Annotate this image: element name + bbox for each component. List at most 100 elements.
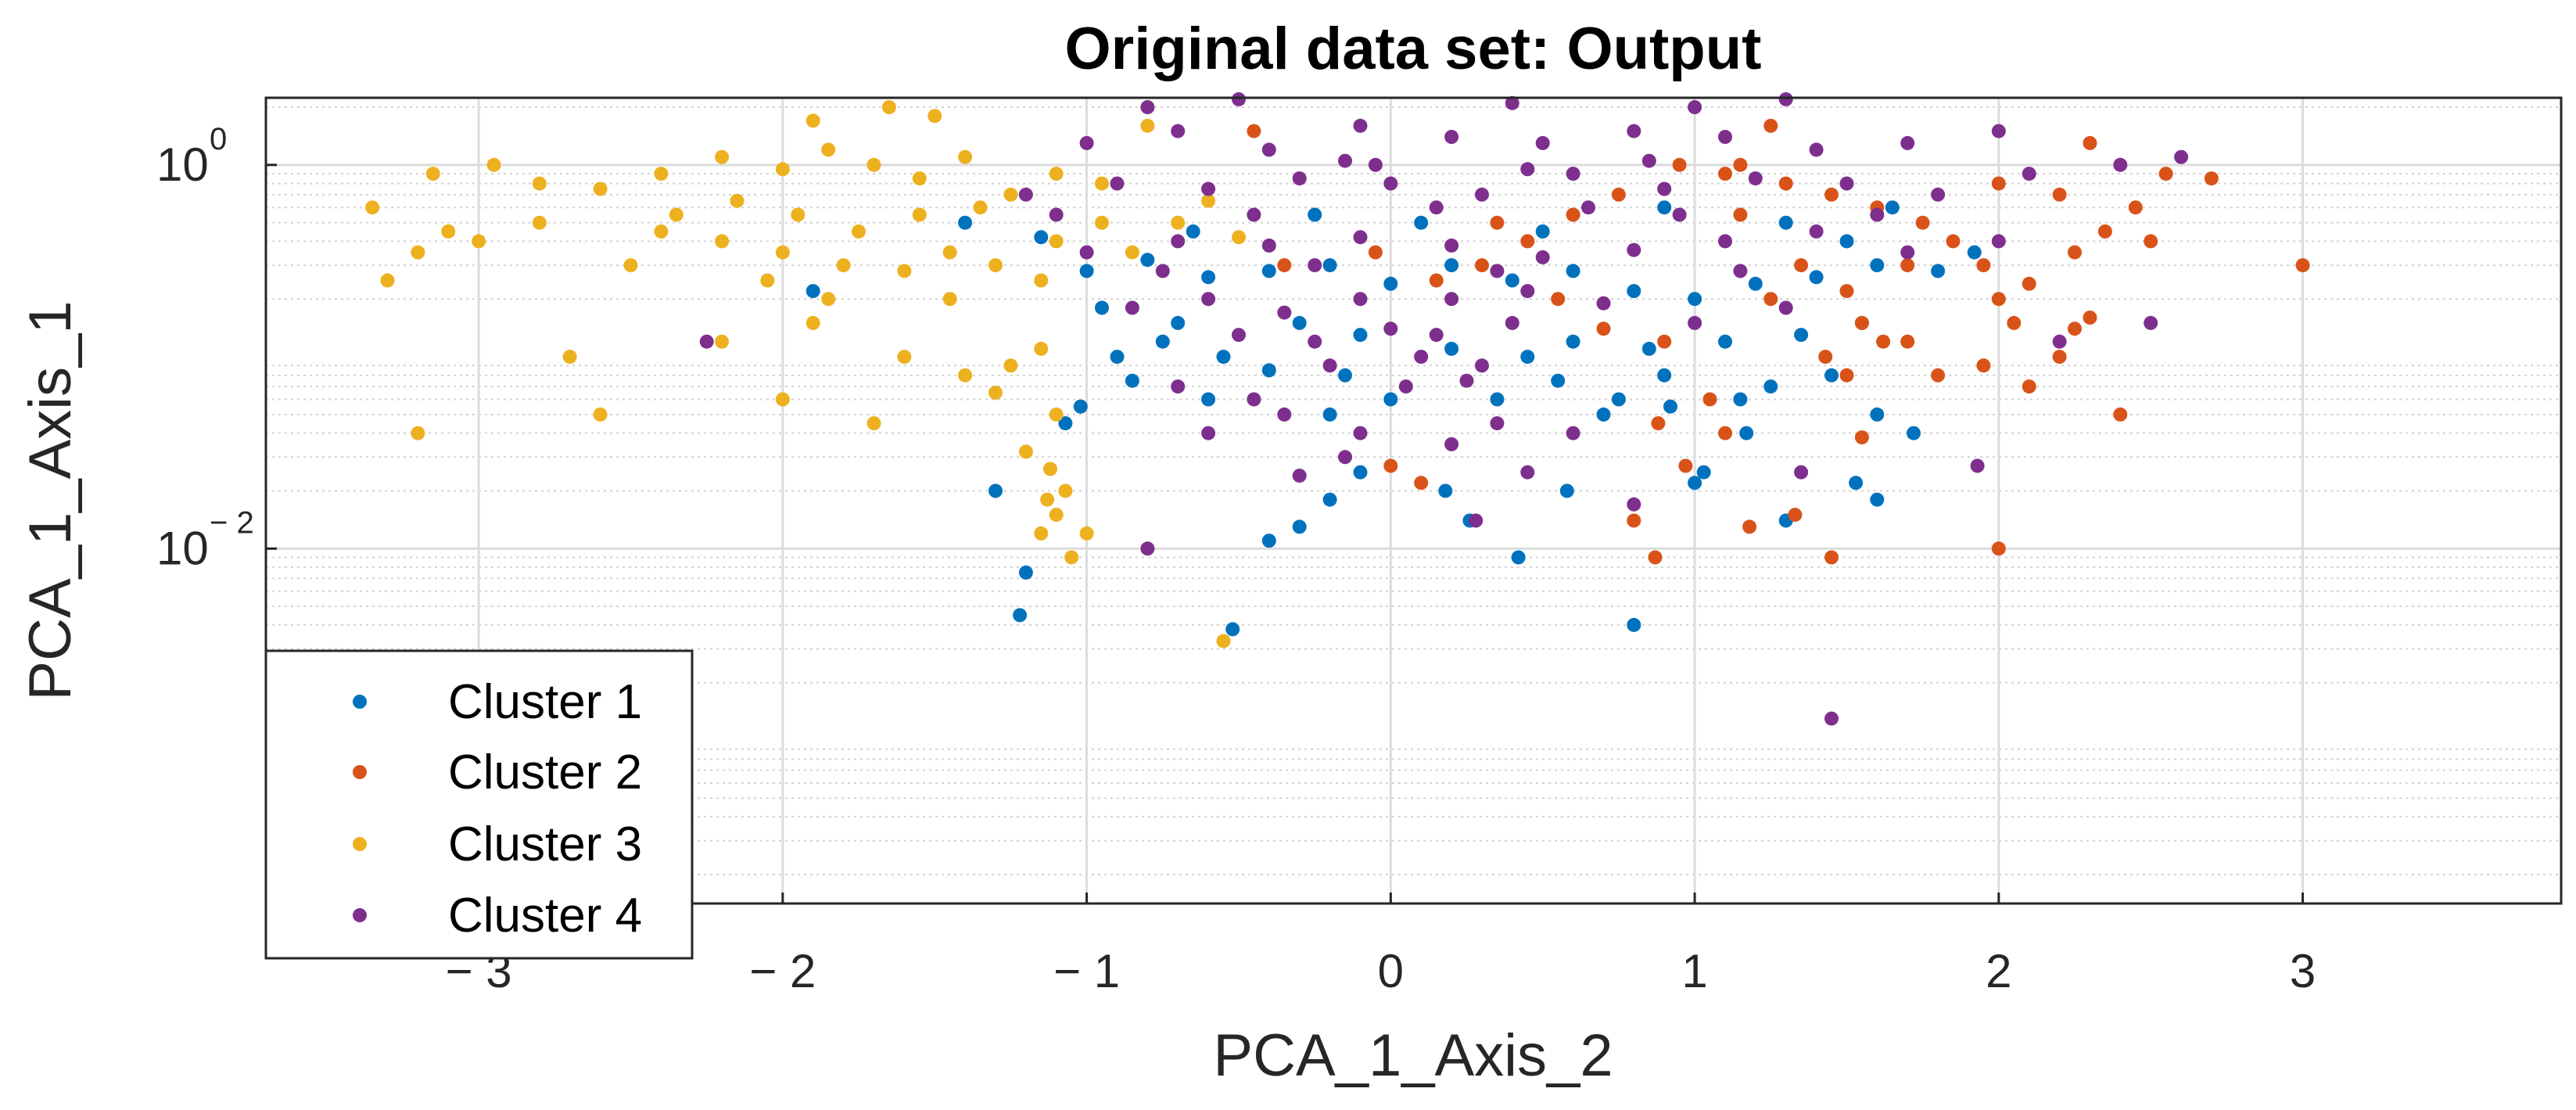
legend-box (264, 649, 694, 960)
point-cluster-4 (1748, 171, 1763, 186)
point-cluster-2 (2295, 258, 2310, 273)
point-cluster-3 (760, 273, 775, 288)
point-cluster-2 (2204, 171, 2219, 186)
legend-marker-cluster-2 (353, 765, 367, 779)
point-cluster-2 (1383, 458, 1398, 473)
point-cluster-4 (1991, 234, 2006, 249)
point-cluster-1 (1748, 276, 1763, 291)
point-cluster-1 (1657, 368, 1672, 383)
point-cluster-2 (1657, 334, 1672, 349)
point-cluster-4 (1292, 469, 1307, 483)
point-cluster-1 (1627, 284, 1641, 299)
point-cluster-3 (973, 200, 988, 215)
point-cluster-3 (958, 149, 973, 164)
point-cluster-3 (988, 386, 1003, 400)
point-cluster-4 (1627, 497, 1641, 512)
point-cluster-3 (775, 245, 790, 260)
point-cluster-1 (1338, 368, 1352, 383)
point-cluster-3 (1095, 215, 1109, 230)
point-cluster-4 (1383, 176, 1398, 191)
point-cluster-1 (1308, 207, 1322, 222)
point-cluster-4 (1627, 242, 1641, 257)
point-cluster-4 (1292, 171, 1307, 186)
point-cluster-3 (593, 407, 608, 422)
point-cluster-4 (1201, 426, 1216, 440)
point-cluster-3 (1034, 341, 1049, 356)
point-cluster-3 (805, 315, 820, 330)
point-cluster-3 (1049, 407, 1064, 422)
point-cluster-3 (866, 416, 881, 431)
point-cluster-1 (1559, 483, 1574, 498)
point-cluster-3 (866, 157, 881, 172)
point-cluster-1 (1566, 334, 1580, 349)
point-cluster-1 (1763, 379, 1778, 394)
point-cluster-4 (1247, 207, 1261, 222)
point-cluster-1 (1216, 350, 1231, 365)
point-cluster-3 (1201, 193, 1216, 208)
point-cluster-2 (2022, 276, 2036, 291)
point-cluster-3 (380, 273, 395, 288)
point-cluster-1 (1778, 215, 1793, 230)
point-cluster-1 (1551, 373, 1566, 388)
point-cluster-1 (1885, 200, 1900, 215)
point-cluster-4 (2022, 167, 2036, 181)
point-cluster-3 (791, 207, 805, 222)
point-cluster-2 (2083, 311, 2097, 325)
point-cluster-1 (1171, 315, 1186, 330)
point-cluster-2 (1763, 118, 1778, 133)
point-cluster-4 (1688, 315, 1702, 330)
point-cluster-4 (1469, 513, 1484, 528)
point-cluster-4 (1839, 176, 1854, 191)
point-cluster-1 (1125, 373, 1139, 388)
point-cluster-2 (1931, 368, 1946, 383)
plot-area-frame (264, 96, 2563, 905)
point-cluster-4 (1398, 379, 1413, 394)
point-cluster-1 (1870, 258, 1885, 273)
point-cluster-4 (1338, 450, 1352, 465)
point-cluster-4 (1444, 292, 1459, 307)
point-cluster-4 (1475, 187, 1489, 202)
point-cluster-4 (1201, 292, 1216, 307)
data-points (365, 92, 2310, 726)
point-cluster-4 (1991, 124, 2006, 138)
y-tick-exponent: − 2 (210, 505, 254, 540)
x-tick-label: 2 (1986, 945, 2011, 997)
point-cluster-4 (1308, 258, 1322, 273)
point-cluster-3 (1079, 526, 1094, 541)
legend-label-cluster-1: Cluster 1 (448, 675, 642, 729)
point-cluster-4 (1429, 328, 1444, 343)
point-cluster-3 (1058, 483, 1073, 498)
point-cluster-2 (1778, 176, 1793, 191)
point-cluster-4 (1155, 264, 1170, 278)
point-cluster-2 (1429, 273, 1444, 288)
point-cluster-2 (2083, 135, 2097, 150)
point-cluster-4 (1778, 300, 1793, 315)
point-cluster-4 (1308, 334, 1322, 349)
point-cluster-3 (1034, 273, 1049, 288)
point-cluster-1 (1110, 350, 1125, 365)
point-cluster-2 (1794, 258, 1809, 273)
point-cluster-3 (532, 176, 547, 191)
point-cluster-4 (1490, 264, 1505, 278)
point-cluster-2 (1742, 519, 1757, 534)
legend-label-cluster-2: Cluster 2 (448, 745, 642, 799)
point-cluster-4 (1657, 181, 1672, 196)
point-cluster-3 (942, 245, 957, 260)
point-cluster-4 (1870, 207, 1885, 222)
y-tick-label: 10 (156, 522, 209, 574)
point-cluster-2 (1900, 334, 1915, 349)
point-cluster-1 (1186, 224, 1200, 239)
point-cluster-2 (1718, 426, 1732, 440)
point-cluster-1 (1733, 392, 1748, 407)
point-cluster-4 (1809, 224, 1824, 239)
point-cluster-2 (1991, 292, 2006, 307)
point-cluster-1 (1034, 230, 1049, 245)
point-cluster-4 (1688, 100, 1702, 114)
point-cluster-2 (1976, 258, 1991, 273)
point-cluster-4 (1261, 142, 1276, 157)
point-cluster-2 (2068, 322, 2082, 336)
point-cluster-3 (821, 142, 836, 157)
point-cluster-1 (1201, 392, 1216, 407)
